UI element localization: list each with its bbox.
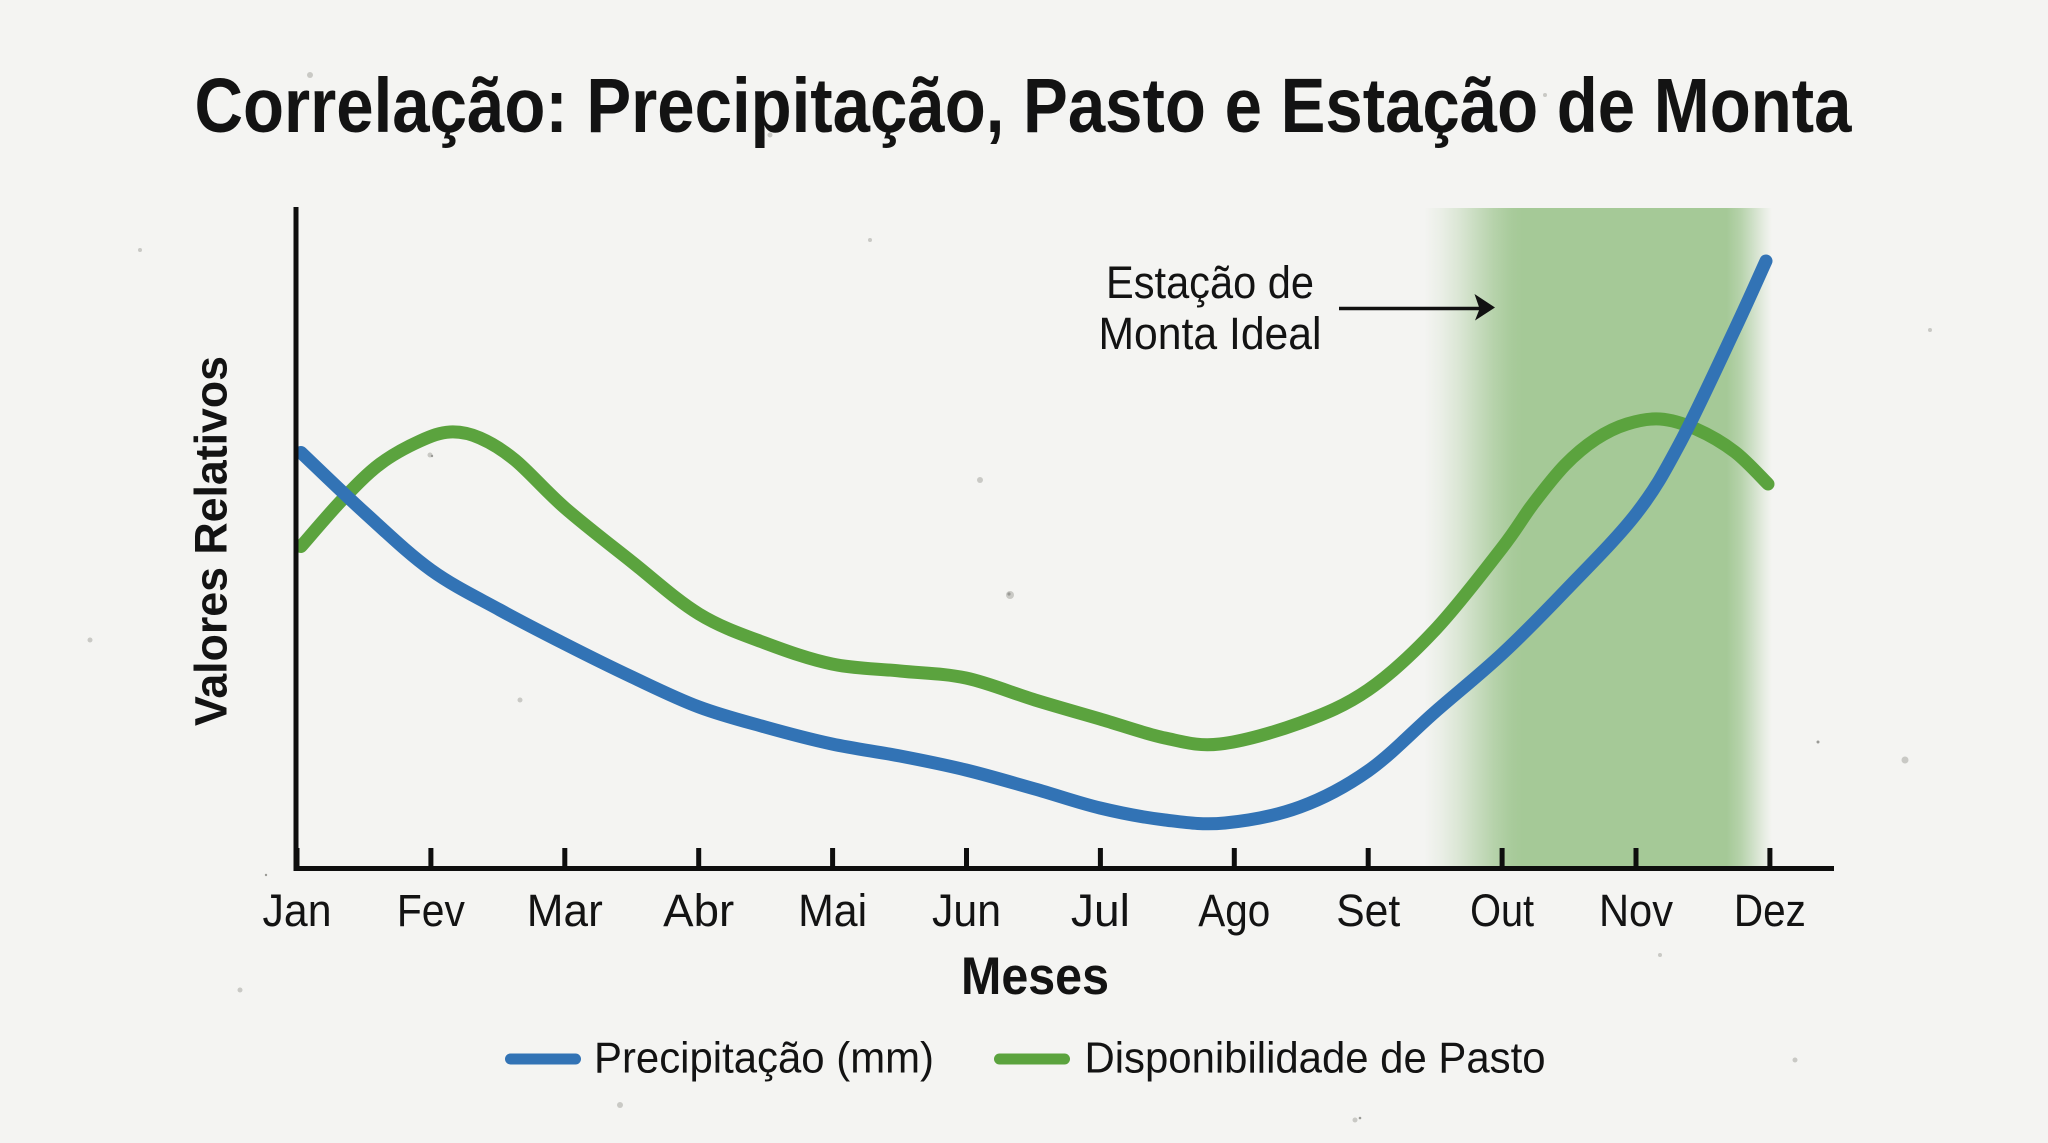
svg-text:Meses: Meses <box>961 947 1109 1006</box>
svg-text:Dez: Dez <box>1734 885 1806 936</box>
svg-text:Jan: Jan <box>263 885 332 936</box>
svg-text:Abr: Abr <box>663 885 734 936</box>
svg-text:Jun: Jun <box>932 885 1001 936</box>
svg-text:Disponibilidade de Pasto: Disponibilidade de Pasto <box>1085 1035 1546 1083</box>
svg-text:Set: Set <box>1336 885 1400 936</box>
svg-text:Estação de: Estação de <box>1106 257 1314 308</box>
svg-text:Correlação: Precipitação, Past: Correlação: Precipitação, Pasto e Estaçã… <box>195 63 1853 149</box>
svg-text:Ago: Ago <box>1198 885 1270 936</box>
svg-text:Precipitação (mm): Precipitação (mm) <box>594 1035 934 1083</box>
svg-text:Fev: Fev <box>397 885 465 936</box>
svg-text:Monta Ideal: Monta Ideal <box>1099 308 1322 359</box>
svg-text:Nov: Nov <box>1599 885 1673 936</box>
svg-text:Out: Out <box>1470 885 1534 936</box>
svg-text:Jul: Jul <box>1071 885 1130 936</box>
svg-text:Mar: Mar <box>527 885 603 936</box>
svg-text:Valores Relativos: Valores Relativos <box>186 356 237 726</box>
svg-text:Mai: Mai <box>798 885 867 936</box>
